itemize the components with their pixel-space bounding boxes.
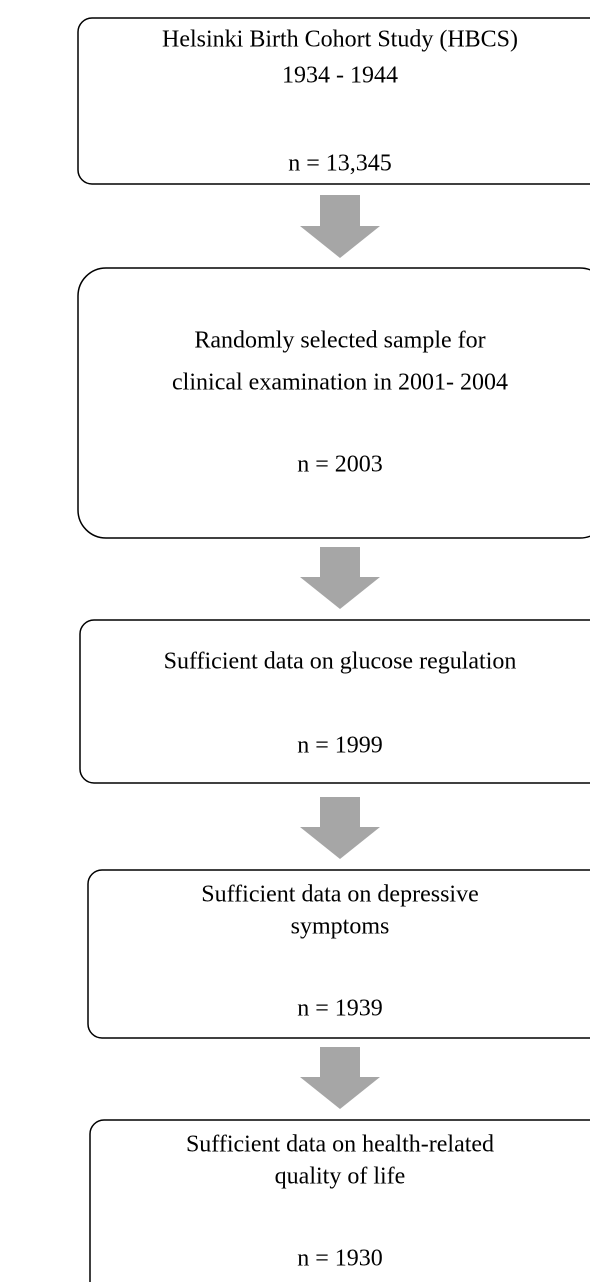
- node-count: n = 2003: [297, 452, 383, 478]
- node-box: [77, 267, 590, 539]
- node-count: n = 1999: [297, 733, 383, 759]
- node-label: Sufficient data on depressive: [201, 882, 478, 908]
- arrow: [300, 797, 380, 859]
- node-label: quality of life: [275, 1164, 406, 1190]
- node-box: [89, 1119, 590, 1282]
- arrow: [300, 547, 380, 609]
- node-count: n = 1939: [297, 996, 383, 1022]
- node-label: Helsinki Birth Cohort Study (HBCS): [162, 27, 518, 53]
- node-count: n = 13,345: [288, 151, 392, 177]
- node-label: Sufficient data on health-related: [186, 1132, 494, 1158]
- arrow: [300, 1047, 380, 1109]
- node-label: Sufficient data on glucose regulation: [164, 649, 517, 675]
- node-box: [87, 869, 590, 1039]
- node-box: [77, 17, 590, 185]
- node-label: 1934 - 1944: [282, 63, 398, 89]
- node-box: [79, 619, 590, 784]
- node-label: clinical examination in 2001- 2004: [172, 370, 508, 396]
- node-label: Randomly selected sample for: [194, 328, 485, 354]
- node-count: n = 1930: [297, 1246, 383, 1272]
- node-label: symptoms: [291, 914, 390, 940]
- arrow: [300, 195, 380, 258]
